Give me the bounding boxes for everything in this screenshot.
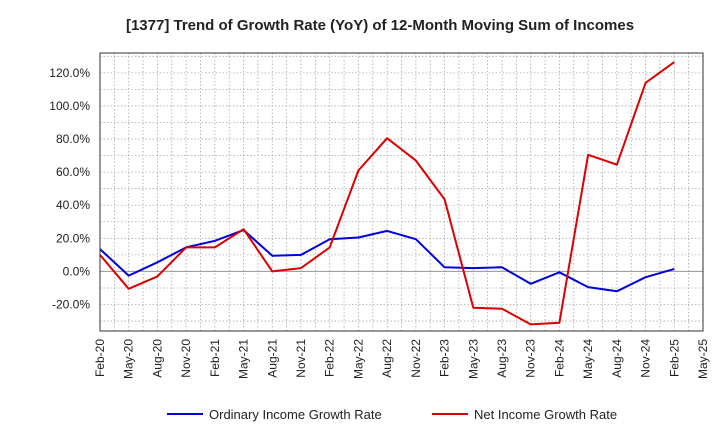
x-tick-label: May-20 xyxy=(122,339,136,379)
y-tick-label: 80.0% xyxy=(56,132,90,146)
ordinary-income-growth-line xyxy=(99,229,675,293)
x-tick-label: Feb-21 xyxy=(208,339,222,377)
x-tick-label: Feb-20 xyxy=(93,339,107,377)
x-tick-label: May-23 xyxy=(466,339,480,379)
x-tick-label: Aug-23 xyxy=(495,339,509,378)
x-tick-label: May-24 xyxy=(581,339,595,379)
net-income-growth-line xyxy=(99,61,675,326)
x-tick-label: Feb-25 xyxy=(667,339,681,377)
y-tick-label: 0.0% xyxy=(63,264,91,278)
x-tick-label: Feb-22 xyxy=(323,339,337,377)
x-tick-label: Nov-20 xyxy=(179,339,193,378)
plot-area-border xyxy=(99,52,704,332)
x-tick-label: Feb-24 xyxy=(552,339,566,377)
legend: Ordinary Income Growth Rate Net Income Gr… xyxy=(167,407,617,422)
y-tick-label: 120.0% xyxy=(49,66,90,80)
x-tick-label: Nov-24 xyxy=(639,339,653,378)
y-tick-label: 20.0% xyxy=(56,231,90,245)
x-tick-label: Feb-23 xyxy=(438,339,452,377)
x-tick-label: Aug-21 xyxy=(265,339,279,378)
x-tick-label: Aug-20 xyxy=(150,339,164,378)
x-tick-label: Nov-21 xyxy=(294,339,308,378)
y-tick-label: 60.0% xyxy=(56,165,90,179)
x-tick-label: May-22 xyxy=(351,339,365,379)
x-tick-label: Nov-23 xyxy=(524,339,538,378)
grid xyxy=(99,53,704,331)
x-tick-label: Aug-22 xyxy=(380,339,394,378)
y-tick-label: 40.0% xyxy=(56,198,90,212)
x-tick-label: Aug-24 xyxy=(610,339,624,378)
x-tick-label: May-25 xyxy=(696,339,710,379)
y-tick-label: 100.0% xyxy=(49,99,90,113)
x-tick-label: May-21 xyxy=(237,339,251,379)
y-tick-label: -20.0% xyxy=(52,298,90,312)
chart-title: [1377] Trend of Growth Rate (YoY) of 12-… xyxy=(126,17,634,34)
x-tick-label: Nov-22 xyxy=(409,339,423,378)
legend-net-income-label: Net Income Growth Rate xyxy=(474,407,617,422)
legend-ordinary-income-label: Ordinary Income Growth Rate xyxy=(209,407,382,422)
x-axis-tick-labels: Feb-20 May-20 Aug-20 Nov-20 Feb-21 May-21 Aug-… xyxy=(93,339,710,379)
series-lines xyxy=(99,61,675,326)
y-axis-tick-labels: -20.0% 0.0% 20.0% 40.0% 60.0% 80.0% 100.0% 120.… xyxy=(49,66,90,312)
